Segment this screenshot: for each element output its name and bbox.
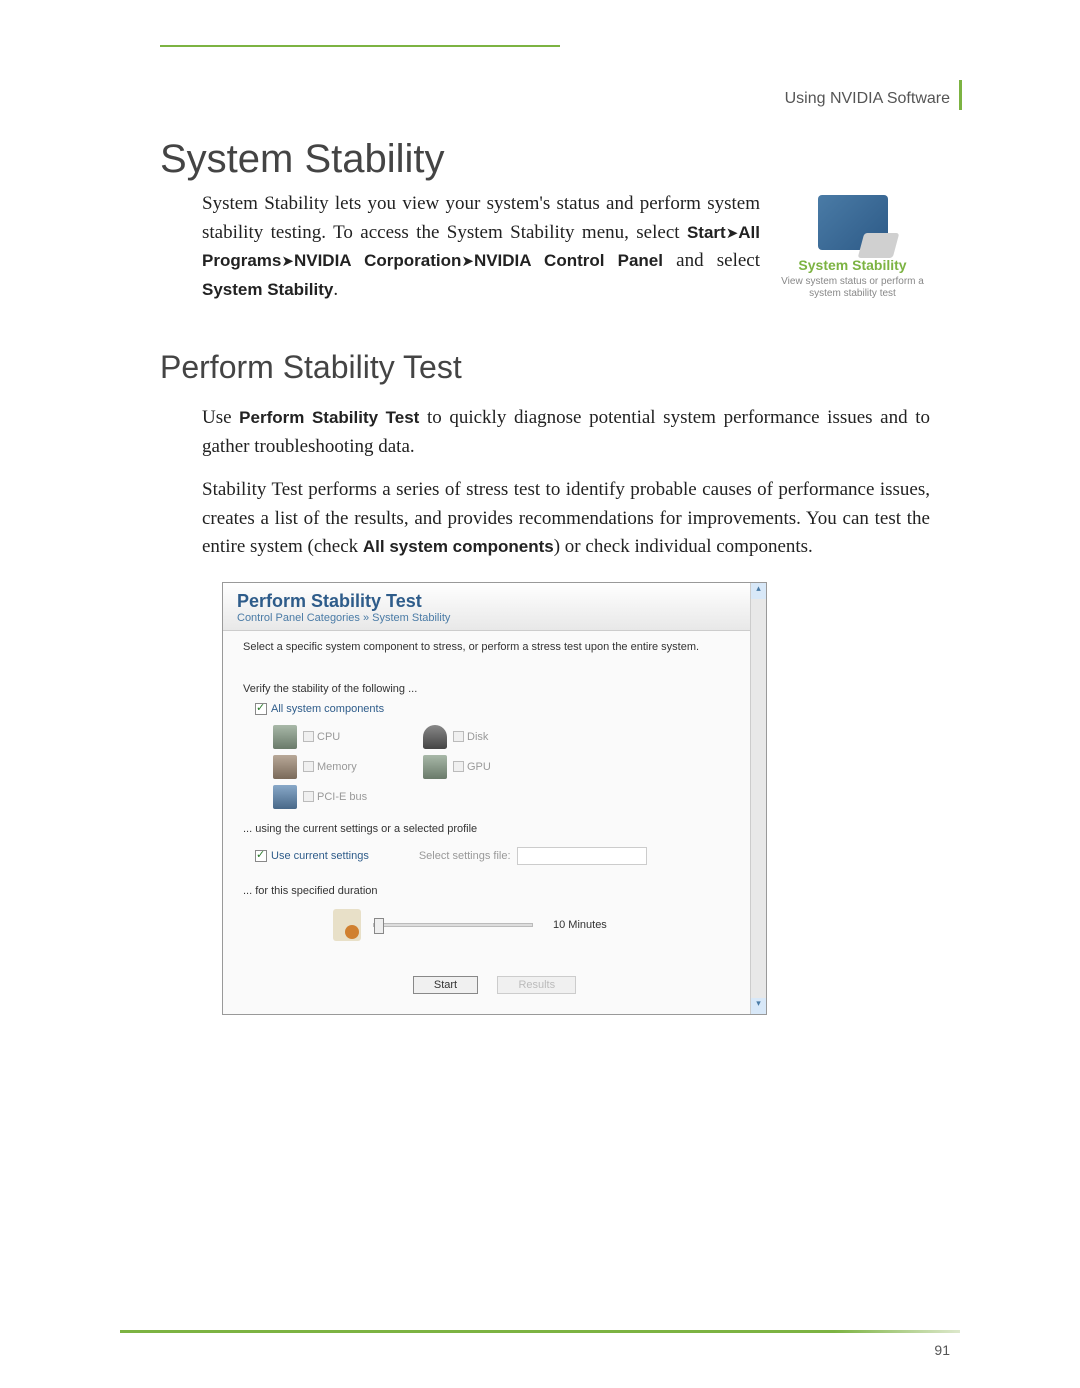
callout-subtitle: View system status or perform a system s… bbox=[775, 276, 930, 300]
running-header: Using NVIDIA Software bbox=[785, 90, 950, 108]
nav-system-stability: System Stability bbox=[202, 280, 333, 299]
clock-icon bbox=[333, 909, 361, 941]
gpu-icon bbox=[423, 755, 447, 779]
pcie-label: PCI-E bus bbox=[317, 791, 367, 803]
intro-period: . bbox=[333, 279, 338, 300]
p1-bold: Perform Stability Test bbox=[239, 408, 419, 427]
arrow-icon: ➤ bbox=[461, 253, 474, 270]
memory-label: Memory bbox=[317, 761, 357, 773]
memory-checkbox[interactable] bbox=[303, 761, 314, 772]
nav-nvidia-corp: NVIDIA Corporation bbox=[294, 251, 461, 270]
scrollbar[interactable]: ▴ ▾ bbox=[750, 583, 766, 1014]
intro-paragraph: System Stability View system status or p… bbox=[202, 190, 930, 304]
pcie-icon bbox=[273, 785, 297, 809]
profile-row: Use current settings Select settings fil… bbox=[255, 847, 746, 865]
cpu-cell[interactable]: CPU bbox=[273, 725, 423, 749]
duration-label: ... for this specified duration bbox=[243, 885, 746, 897]
section-title-perform: Perform Stability Test bbox=[160, 349, 960, 386]
nav-start: Start bbox=[687, 223, 726, 242]
stability-test-screenshot: ▴ ▾ Perform Stability Test Control Panel… bbox=[222, 582, 767, 1015]
section2-p1: Use Perform Stability Test to quickly di… bbox=[202, 404, 930, 461]
screenshot-title: Perform Stability Test bbox=[237, 591, 752, 612]
gpu-label: GPU bbox=[467, 761, 491, 773]
nav-control-panel: NVIDIA Control Panel bbox=[474, 251, 663, 270]
memory-cell[interactable]: Memory bbox=[273, 755, 423, 779]
system-stability-callout: System Stability View system status or p… bbox=[775, 195, 930, 300]
scroll-up-icon[interactable]: ▴ bbox=[751, 583, 766, 599]
use-current-checkbox[interactable] bbox=[255, 850, 267, 862]
settings-file-dropdown[interactable] bbox=[517, 847, 647, 865]
page-number: 91 bbox=[934, 1342, 950, 1358]
select-settings-label: Select settings file: bbox=[419, 850, 511, 862]
disk-icon bbox=[423, 725, 447, 749]
disk-label: Disk bbox=[467, 731, 488, 743]
all-components-checkbox[interactable] bbox=[255, 703, 267, 715]
slider-thumb[interactable] bbox=[374, 918, 384, 934]
disk-cell[interactable]: Disk bbox=[423, 725, 573, 749]
arrow-icon: ➤ bbox=[726, 225, 739, 242]
use-current-label: Use current settings bbox=[271, 850, 369, 862]
page-title: System Stability bbox=[160, 137, 960, 182]
gpu-cell[interactable]: GPU bbox=[423, 755, 573, 779]
cpu-label: CPU bbox=[317, 731, 340, 743]
pcie-checkbox[interactable] bbox=[303, 791, 314, 802]
memory-icon bbox=[273, 755, 297, 779]
gpu-checkbox[interactable] bbox=[453, 761, 464, 772]
all-components-row[interactable]: All system components bbox=[255, 703, 746, 715]
section2-p2: Stability Test performs a series of stre… bbox=[202, 476, 930, 562]
p2-bold: All system components bbox=[363, 537, 554, 556]
header-accent-bar bbox=[959, 80, 962, 110]
all-components-label: All system components bbox=[271, 703, 384, 715]
verify-label: Verify the stability of the following ..… bbox=[243, 683, 746, 695]
profile-section-label: ... using the current settings or a sele… bbox=[243, 823, 746, 835]
p1-a: Use bbox=[202, 407, 239, 428]
duration-slider[interactable] bbox=[373, 923, 533, 927]
results-button[interactable]: Results bbox=[497, 976, 576, 994]
screenshot-breadcrumb: Control Panel Categories » System Stabil… bbox=[237, 612, 752, 624]
scroll-down-icon[interactable]: ▾ bbox=[751, 998, 766, 1014]
screenshot-instruction: Select a specific system component to st… bbox=[243, 641, 746, 653]
button-row: Start Results bbox=[243, 976, 746, 994]
cpu-checkbox[interactable] bbox=[303, 731, 314, 742]
cpu-icon bbox=[273, 725, 297, 749]
intro-text-mid: and select bbox=[663, 250, 760, 271]
start-button[interactable]: Start bbox=[413, 976, 478, 994]
p2-b: ) or check individual components. bbox=[554, 536, 813, 557]
pcie-cell[interactable]: PCI-E bus bbox=[273, 785, 423, 809]
duration-value: 10 Minutes bbox=[553, 919, 607, 931]
arrow-icon: ➤ bbox=[281, 253, 294, 270]
title-underline bbox=[160, 45, 560, 47]
callout-title: System Stability bbox=[775, 255, 930, 276]
screenshot-header: Perform Stability Test Control Panel Cat… bbox=[223, 583, 766, 631]
duration-slider-row: 10 Minutes bbox=[333, 909, 746, 941]
disk-checkbox[interactable] bbox=[453, 731, 464, 742]
monitor-icon bbox=[818, 195, 888, 250]
components-grid: CPU Disk Memory GPU PCI-E bus bbox=[273, 725, 746, 809]
footer-rule bbox=[120, 1330, 960, 1333]
intro-text-1: System Stability lets you view your syst… bbox=[202, 193, 760, 243]
